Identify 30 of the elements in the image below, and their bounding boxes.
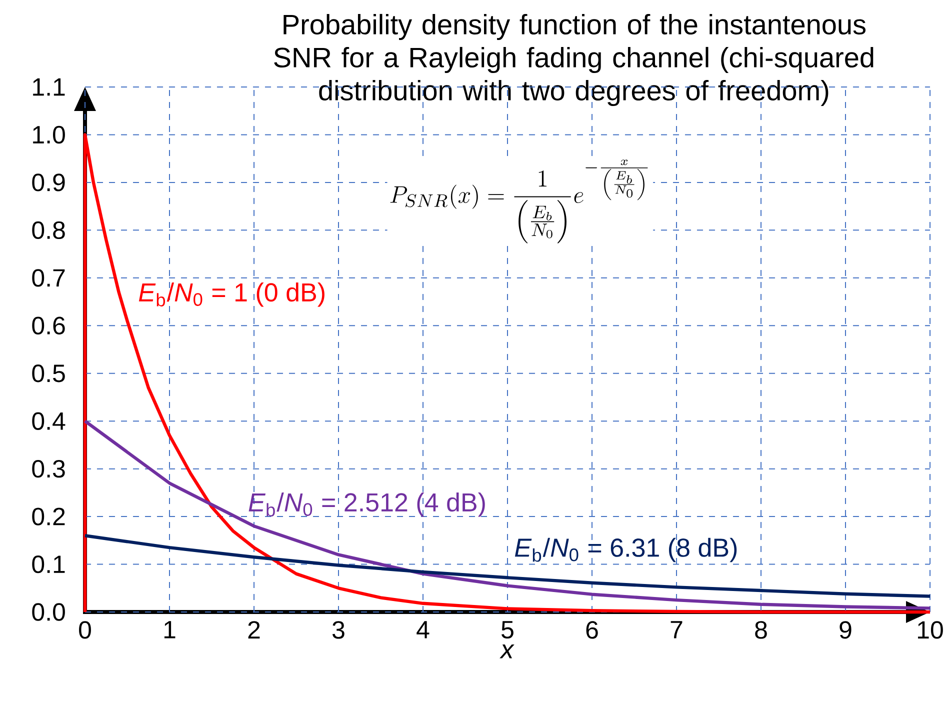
- y-tick-label: 0.8: [32, 221, 65, 240]
- y-tick-label: 0.2: [32, 508, 65, 526]
- y-tick-label: 0.5: [32, 364, 65, 382]
- y-tick-label: 1.0: [33, 126, 65, 144]
- x-tick-label: 7: [670, 621, 682, 638]
- x-tick-label: 10: [918, 621, 943, 639]
- x-tick-label: 1: [164, 621, 176, 638]
- y-tick-label: 0.7: [32, 269, 65, 287]
- line-series: [83, 534, 932, 598]
- x-tick-label: 9: [840, 621, 852, 639]
- y-tick-label: 0.4: [32, 412, 66, 430]
- x-tick-label: 4: [416, 621, 430, 638]
- x-tick-label: 8: [755, 621, 767, 639]
- series-label: E$_{b}$/N$_{0}$ = 1 (0 dB): [138, 282, 324, 307]
- x-tick-label: 2: [248, 621, 260, 639]
- y-tick-label: 0.1: [32, 555, 65, 574]
- x-tick-label: 5: [502, 621, 514, 639]
- y-tick-label: 1.1: [33, 78, 65, 96]
- x-tick-label: 3: [332, 621, 344, 639]
- annotation: $P_{SNR}(x)=\frac{1}{\left(\frac{E_b}{N_0}\right)}e^{-\frac{x}{\left(\frac{E_b}{N_0}\right)}}$: [390, 160, 648, 244]
- line-series: [83, 419, 932, 610]
- line-series: [83, 133, 932, 614]
- x-tick-label: 0: [79, 621, 91, 639]
- y-tick-label: 0.3: [32, 460, 65, 478]
- series-label: E$_{b}$/N$_{0}$ = 2.512 (4 dB): [248, 492, 485, 517]
- y-tick-label: 0.0: [32, 603, 65, 621]
- x-axis-title: x: [500, 644, 514, 658]
- x-tick-label: 6: [586, 621, 598, 639]
- y-tick-label: 0.9: [32, 174, 65, 192]
- y-tick-label: 0.6: [32, 316, 65, 334]
